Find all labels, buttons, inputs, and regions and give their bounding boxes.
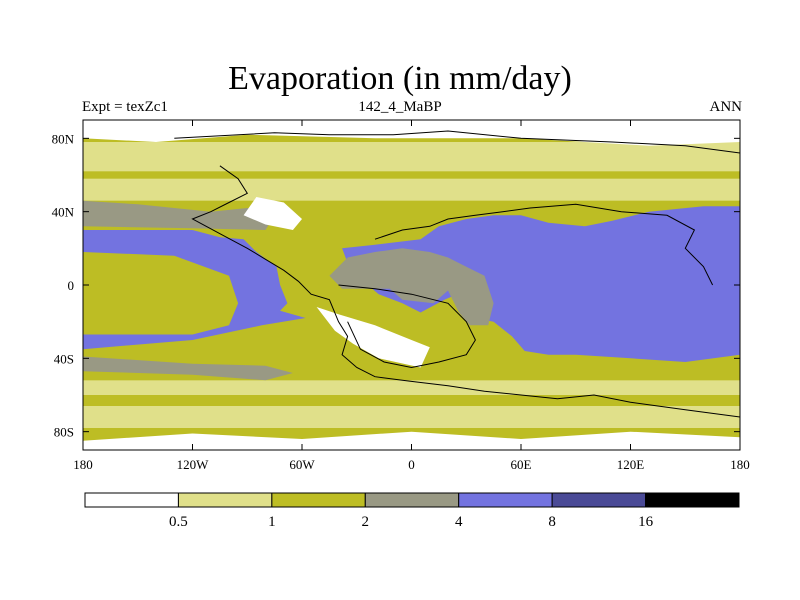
coastline	[374, 203, 714, 286]
coastline	[191, 165, 740, 418]
y-tick-label: 80S	[54, 425, 74, 440]
evaporation-band	[83, 406, 740, 428]
evaporation-band	[83, 380, 740, 395]
region-western-desert	[316, 307, 430, 368]
x-tick-label: 60E	[511, 457, 532, 472]
x-tick-label: 180	[730, 457, 750, 472]
colorbar-swatch	[364, 492, 460, 508]
colorbar-label: 8	[548, 514, 556, 530]
season-label: ANN	[709, 99, 743, 115]
y-tick-label: 80N	[52, 131, 75, 146]
colorbar-label: 16	[638, 514, 654, 530]
region-southern-band-grey	[83, 356, 293, 381]
y-tick-label: 40S	[54, 351, 74, 366]
colorbar-label: 4	[455, 514, 463, 530]
region-northern-band-grey	[83, 200, 275, 230]
colorbar-swatch	[84, 492, 179, 508]
experiment-label: Expt = texZc1	[82, 99, 168, 115]
colorbar-swatch	[271, 492, 366, 508]
colorbar: 0.5 1 2 4 8 16	[84, 492, 740, 530]
region-northern-desert	[243, 197, 302, 230]
colorbar-label: 0.5	[169, 514, 188, 530]
colorbar-swatch	[645, 492, 740, 508]
evaporation-band	[83, 178, 740, 201]
region-central-land	[329, 248, 494, 326]
colorbar-swatch	[177, 492, 273, 508]
x-tick-label: 180	[73, 457, 93, 472]
time-label: 142_4_MaBP	[358, 99, 442, 115]
y-tick-label: 0	[68, 278, 75, 293]
x-tick-label: 60W	[289, 457, 315, 472]
y-tick-label: 40N	[52, 205, 75, 220]
colorbar-label: 1	[268, 514, 276, 530]
region-tropical-ocean	[83, 230, 306, 350]
coastline	[338, 284, 476, 369]
region-antarctic-cap	[83, 431, 740, 450]
coastline	[174, 130, 740, 154]
x-tick-label: 120E	[617, 457, 645, 472]
region-arctic-cap	[83, 120, 740, 146]
x-tick-label: 0	[408, 457, 415, 472]
colorbar-swatch	[458, 492, 553, 508]
axis-ticks: 180 120W 60W 0 60E 120E 180 80N 40N 0 40S 80S	[52, 120, 750, 472]
map-plot-area	[83, 120, 740, 450]
region-indian-pacific-warm	[342, 206, 740, 362]
colorbar-swatch	[551, 492, 647, 508]
x-tick-label: 120W	[177, 457, 210, 472]
evaporation-band	[83, 142, 740, 172]
chart-title: Evaporation (in mm/day)	[228, 60, 572, 97]
colorbar-label: 2	[362, 514, 370, 530]
